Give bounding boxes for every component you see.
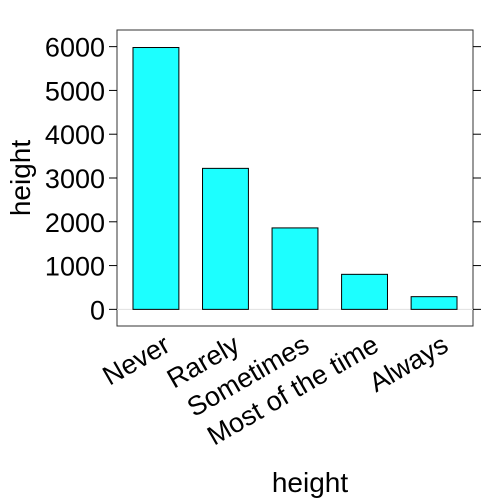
- x-tick-label: Never: [98, 329, 175, 391]
- y-tick-label: 0: [90, 295, 105, 325]
- x-axis-label: height: [272, 467, 349, 498]
- y-axis: 0 1000 2000 3000 4000 5000 6000: [45, 33, 481, 325]
- bar-rarely: [202, 167, 249, 310]
- y-tick-label: 6000: [45, 33, 105, 63]
- y-tick-label: 3000: [45, 164, 105, 194]
- y-tick-label: 1000: [45, 252, 105, 282]
- bar-sometimes: [271, 227, 319, 310]
- bar-never: [132, 47, 180, 310]
- x-tick-label: Always: [364, 329, 453, 398]
- y-tick-label: 5000: [45, 76, 105, 106]
- y-tick-label: 2000: [45, 208, 105, 238]
- bar-most-of-the-time: [341, 273, 388, 310]
- y-axis-label: height: [5, 140, 36, 217]
- bar-always: [410, 296, 458, 310]
- y-tick-label: 4000: [45, 120, 105, 150]
- bars-group: [132, 47, 458, 310]
